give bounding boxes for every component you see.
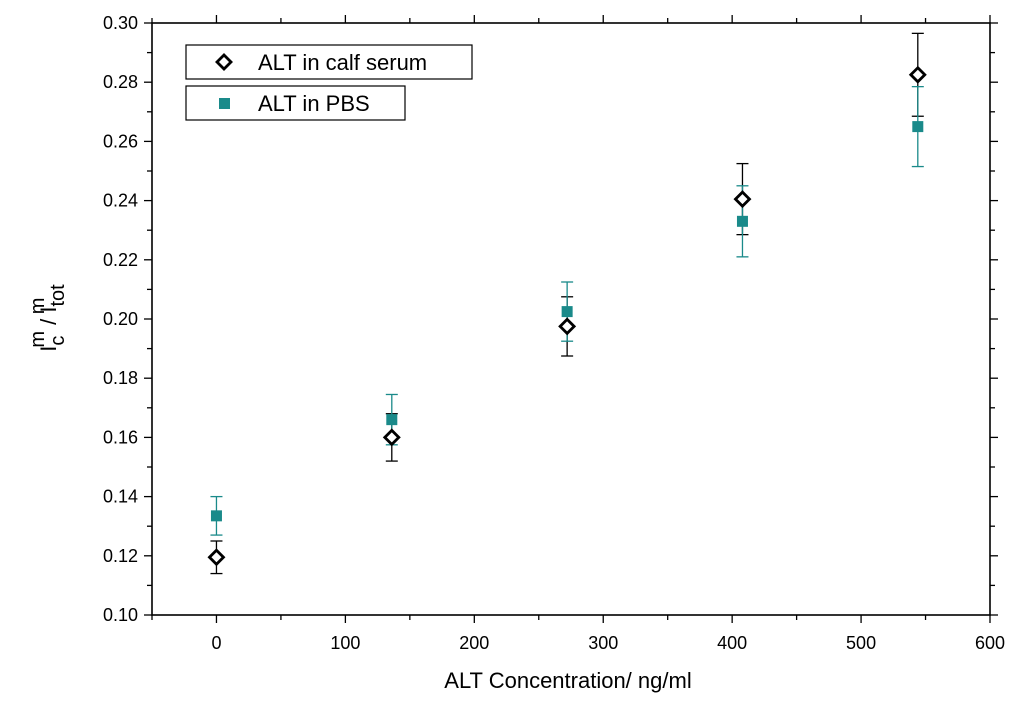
legend-marker-pbs	[219, 98, 230, 109]
legend-label-calf-serum: ALT in calf serum	[258, 50, 427, 75]
data-point-pbs	[561, 306, 573, 318]
y-axis-title: Icm / Itotm	[27, 284, 69, 352]
legend: ALT in calf serum ALT in PBS	[185, 44, 473, 121]
x-tick-label: 100	[330, 633, 360, 653]
y-tick-label: 0.28	[103, 72, 138, 92]
y-tick-label: 0.14	[103, 487, 138, 507]
y-tick-label: 0.18	[103, 368, 138, 388]
y-axis-title-sup-m1: m	[27, 331, 49, 348]
data-point-pbs	[386, 414, 398, 426]
y-axis-title-separator: / I	[36, 307, 61, 331]
x-tick-label: 200	[459, 633, 489, 653]
y-axis-title-main: I	[36, 346, 61, 352]
data-points	[207, 65, 927, 567]
y-tick-label: 0.10	[103, 605, 138, 625]
legend-box-2	[185, 85, 406, 121]
data-point-calf-serum	[382, 428, 401, 447]
data-point-calf-serum	[207, 548, 226, 567]
y-tick-label: 0.22	[103, 250, 138, 270]
x-tick-label: 500	[846, 633, 876, 653]
data-point-pbs	[736, 215, 748, 227]
x-axis-title: ALT Concentration/ ng/ml	[444, 668, 691, 693]
y-axis-title-sub-tot: tot	[47, 284, 69, 307]
plot-frame	[151, 22, 991, 616]
axis-ticks	[144, 15, 998, 623]
x-tick-label: 0	[211, 633, 221, 653]
data-point-calf-serum	[908, 65, 927, 84]
y-tick-label: 0.20	[103, 309, 138, 329]
x-tick-label: 600	[975, 633, 1005, 653]
legend-label-pbs: ALT in PBS	[258, 91, 370, 116]
y-axis-title-sub-c: c	[47, 336, 69, 346]
y-tick-label: 0.12	[103, 546, 138, 566]
y-tick-label: 0.30	[103, 13, 138, 33]
legend-box-1	[185, 44, 473, 80]
data-point-pbs	[912, 121, 924, 133]
data-point-calf-serum	[733, 190, 752, 209]
y-tick-label: 0.16	[103, 427, 138, 447]
x-tick-label: 400	[717, 633, 747, 653]
x-tick-label: 300	[588, 633, 618, 653]
y-axis-title-sup-m2: m	[27, 298, 49, 315]
tick-labels: 0 100 200 300 400 500 600 0.10 0.12 0.14 0.16 0.18 0…	[103, 13, 1005, 653]
data-point-calf-serum	[558, 317, 577, 336]
data-point-pbs	[210, 510, 222, 522]
y-tick-label: 0.24	[103, 191, 138, 211]
y-tick-label: 0.26	[103, 131, 138, 151]
legend-marker-calf-serum	[215, 53, 233, 71]
